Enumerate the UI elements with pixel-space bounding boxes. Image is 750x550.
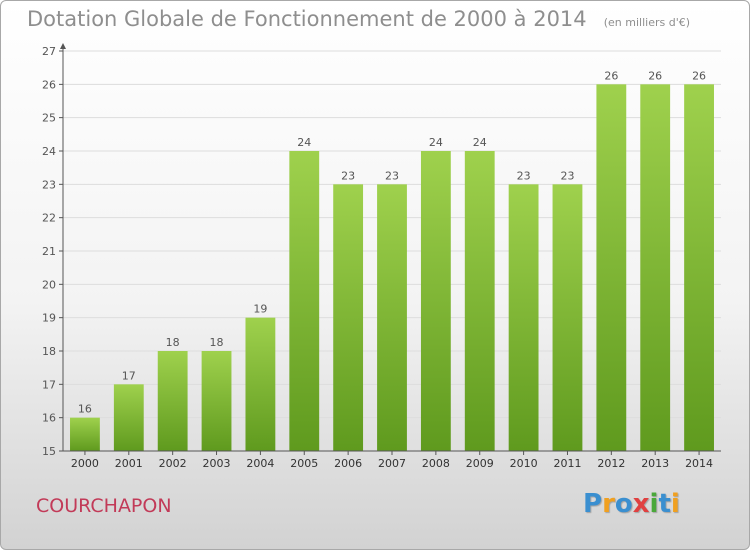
- bar-value-label: 24: [429, 136, 443, 149]
- bar: [377, 184, 407, 452]
- x-tick-label: 2006: [334, 457, 362, 470]
- y-tick-label: 21: [42, 245, 56, 258]
- x-tick-label: 2004: [246, 457, 274, 470]
- bar-value-label: 16: [78, 403, 92, 416]
- y-tick-label: 27: [42, 45, 56, 58]
- x-tick-label: 2014: [685, 457, 713, 470]
- x-tick-label: 2002: [159, 457, 187, 470]
- logo-letter: r: [602, 489, 615, 519]
- bar: [640, 84, 671, 451]
- bar-value-label: 18: [210, 336, 224, 349]
- chart-title: Dotation Globale de Fonctionnement de 20…: [27, 7, 587, 31]
- bar-value-label: 23: [385, 169, 399, 182]
- bar: [552, 184, 583, 452]
- y-tick-label: 19: [42, 312, 56, 325]
- logo-letter: o: [614, 489, 633, 519]
- chart-unit: (en milliers d'€): [603, 16, 691, 29]
- bar-value-label: 19: [253, 303, 267, 316]
- bar-value-label: 18: [166, 336, 180, 349]
- bar-value-label: 26: [648, 69, 662, 82]
- x-tick-label: 2005: [290, 457, 318, 470]
- bar: [289, 151, 320, 451]
- bar-value-label: 26: [692, 69, 706, 82]
- y-tick-label: 15: [42, 445, 56, 458]
- bar-value-label: 23: [341, 169, 355, 182]
- y-tick-label: 17: [42, 378, 56, 391]
- bar: [464, 151, 495, 451]
- x-tick-label: 2001: [115, 457, 143, 470]
- bar: [333, 184, 364, 452]
- bar-value-label: 24: [297, 136, 311, 149]
- y-tick-label: 25: [42, 112, 56, 125]
- bar: [245, 317, 276, 451]
- bar: [420, 151, 451, 451]
- bar: [201, 351, 232, 451]
- x-tick-label: 2012: [597, 457, 625, 470]
- bar: [684, 84, 714, 451]
- y-axis-arrow: [60, 43, 66, 49]
- x-tick-label: 2008: [422, 457, 450, 470]
- x-tick-label: 2007: [378, 457, 406, 470]
- bar-value-label: 17: [122, 369, 136, 382]
- bar-value-label: 26: [604, 69, 618, 82]
- x-tick-label: 2010: [510, 457, 538, 470]
- proxiti-logo: Proxiti: [583, 489, 680, 519]
- y-tick-label: 24: [42, 145, 56, 158]
- y-tick-label: 26: [42, 78, 56, 91]
- x-tick-label: 2011: [553, 457, 581, 470]
- y-tick-label: 20: [42, 278, 56, 291]
- chart-title-block: Dotation Globale de Fonctionnement de 20…: [27, 7, 690, 31]
- commune-name: COURCHAPON: [36, 495, 172, 517]
- bar-value-label: 23: [560, 169, 574, 182]
- bar-value-label: 23: [517, 169, 531, 182]
- logo-letter: i: [670, 489, 680, 519]
- x-tick-label: 2000: [71, 457, 99, 470]
- bar: [70, 417, 100, 451]
- x-tick-label: 2009: [466, 457, 494, 470]
- x-tick-label: 2003: [203, 457, 231, 470]
- y-tick-label: 23: [42, 178, 56, 191]
- logo-letter: i: [649, 489, 659, 519]
- bar: [113, 384, 144, 451]
- y-tick-label: 16: [42, 412, 56, 425]
- bar-value-label: 24: [473, 136, 487, 149]
- bar: [596, 84, 627, 451]
- bar: [508, 184, 539, 452]
- x-tick-label: 2013: [641, 457, 669, 470]
- bar: [157, 351, 188, 451]
- logo-letter: x: [632, 489, 650, 519]
- logo-letter: t: [658, 489, 671, 519]
- logo-letter: P: [583, 489, 603, 519]
- y-tick-label: 18: [42, 345, 56, 358]
- y-tick-label: 22: [42, 212, 56, 225]
